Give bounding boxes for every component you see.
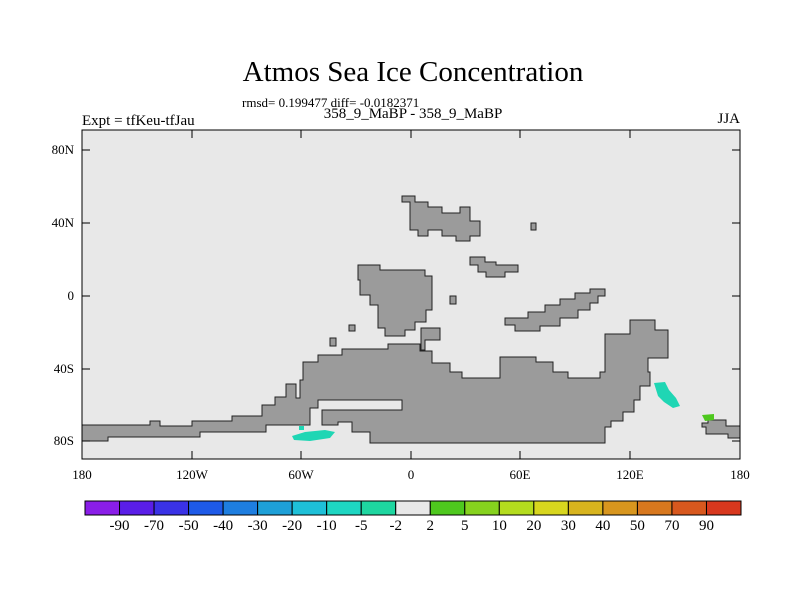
colorbar-label: 90 [698, 518, 714, 534]
experiment-label: Expt = tfKeu-tfJau [82, 113, 195, 129]
colorbar-label: 40 [595, 518, 611, 534]
colorbar-swatch [84, 500, 121, 516]
plot-subtitle: 358_9_MaBP - 358_9_MaBP [323, 106, 503, 122]
colorbar-swatch [602, 500, 638, 516]
land-east-peninsula [504, 288, 606, 332]
land-central-east [420, 327, 441, 351]
colorbar-label: -10 [316, 518, 337, 534]
colorbar-label: -70 [144, 518, 165, 534]
colorbar-label: 30 [560, 518, 576, 534]
colorbar-swatch [705, 500, 742, 516]
colorbar-swatch [429, 500, 466, 516]
colorbar-swatch [153, 500, 190, 516]
y-tick-label: 80S [53, 433, 74, 448]
y-tick-label: 40N [51, 215, 74, 230]
x-tick-label: 180 [72, 467, 92, 482]
anomaly-negative-south [292, 430, 335, 441]
land-islet [449, 295, 457, 305]
land-far-east [701, 419, 741, 439]
rmsd-text: rmsd= 0.199477 diff= -0.0182371 [242, 95, 420, 110]
colorbar-swatch [498, 500, 535, 516]
colorbar-label: 5 [461, 518, 469, 534]
land-islet [530, 222, 537, 231]
x-tick-label: 120W [176, 467, 208, 482]
anomaly-positive-east [702, 414, 714, 421]
plot-title: Atmos Sea Ice Concentration [242, 56, 584, 88]
land-islet [348, 324, 356, 332]
colorbar-label: 10 [491, 518, 507, 534]
y-tick-label: 0 [67, 288, 75, 303]
colorbar-label: -50 [178, 518, 199, 534]
colorbar-label: 50 [629, 518, 645, 534]
colorbar-swatch [188, 500, 224, 516]
colorbar-swatch [326, 500, 362, 516]
colorbar-swatch [360, 500, 397, 516]
colorbar-swatch [567, 500, 604, 516]
colorbar-label: -40 [213, 518, 234, 534]
colorbar-label: 2 [426, 518, 435, 534]
land-north [401, 195, 481, 242]
anomaly-negative-east [654, 382, 680, 408]
y-tick-label: 80N [51, 142, 74, 157]
land-islet [329, 337, 337, 347]
season-label: JJA [717, 111, 740, 127]
land-northeast [469, 256, 519, 278]
colorbar-swatch [222, 500, 259, 516]
x-tick-label: 180 [730, 467, 750, 482]
colorbar-label: -90 [109, 518, 130, 534]
x-tick-marks [191, 130, 631, 459]
colorbar-label: 70 [664, 518, 680, 534]
x-tick-label: 120E [616, 467, 644, 482]
colorbar-swatch [257, 500, 293, 516]
colorbar-swatch [464, 500, 500, 516]
colorbar-swatch [636, 500, 673, 516]
colorbar-label: 20 [526, 518, 542, 534]
colorbar-label: -2 [389, 518, 402, 534]
land-central [357, 264, 433, 337]
x-tick-label: 0 [407, 467, 415, 482]
anomaly-negative-small [299, 426, 304, 430]
x-tick-label: 60E [509, 467, 531, 482]
colorbar-label: -30 [247, 518, 268, 534]
land-south [81, 319, 669, 444]
x-tick-label: 60W [288, 467, 314, 482]
colorbar-swatch [671, 500, 707, 516]
colorbar-label: -20 [282, 518, 303, 534]
colorbar-swatch [395, 500, 431, 516]
colorbar-swatch [119, 500, 155, 516]
y-tick-label: 40S [53, 361, 74, 376]
y-tick-marks [82, 149, 740, 442]
colorbar-swatch [291, 500, 328, 516]
colorbar-label: -5 [354, 518, 368, 534]
colorbar-swatch [533, 500, 569, 516]
